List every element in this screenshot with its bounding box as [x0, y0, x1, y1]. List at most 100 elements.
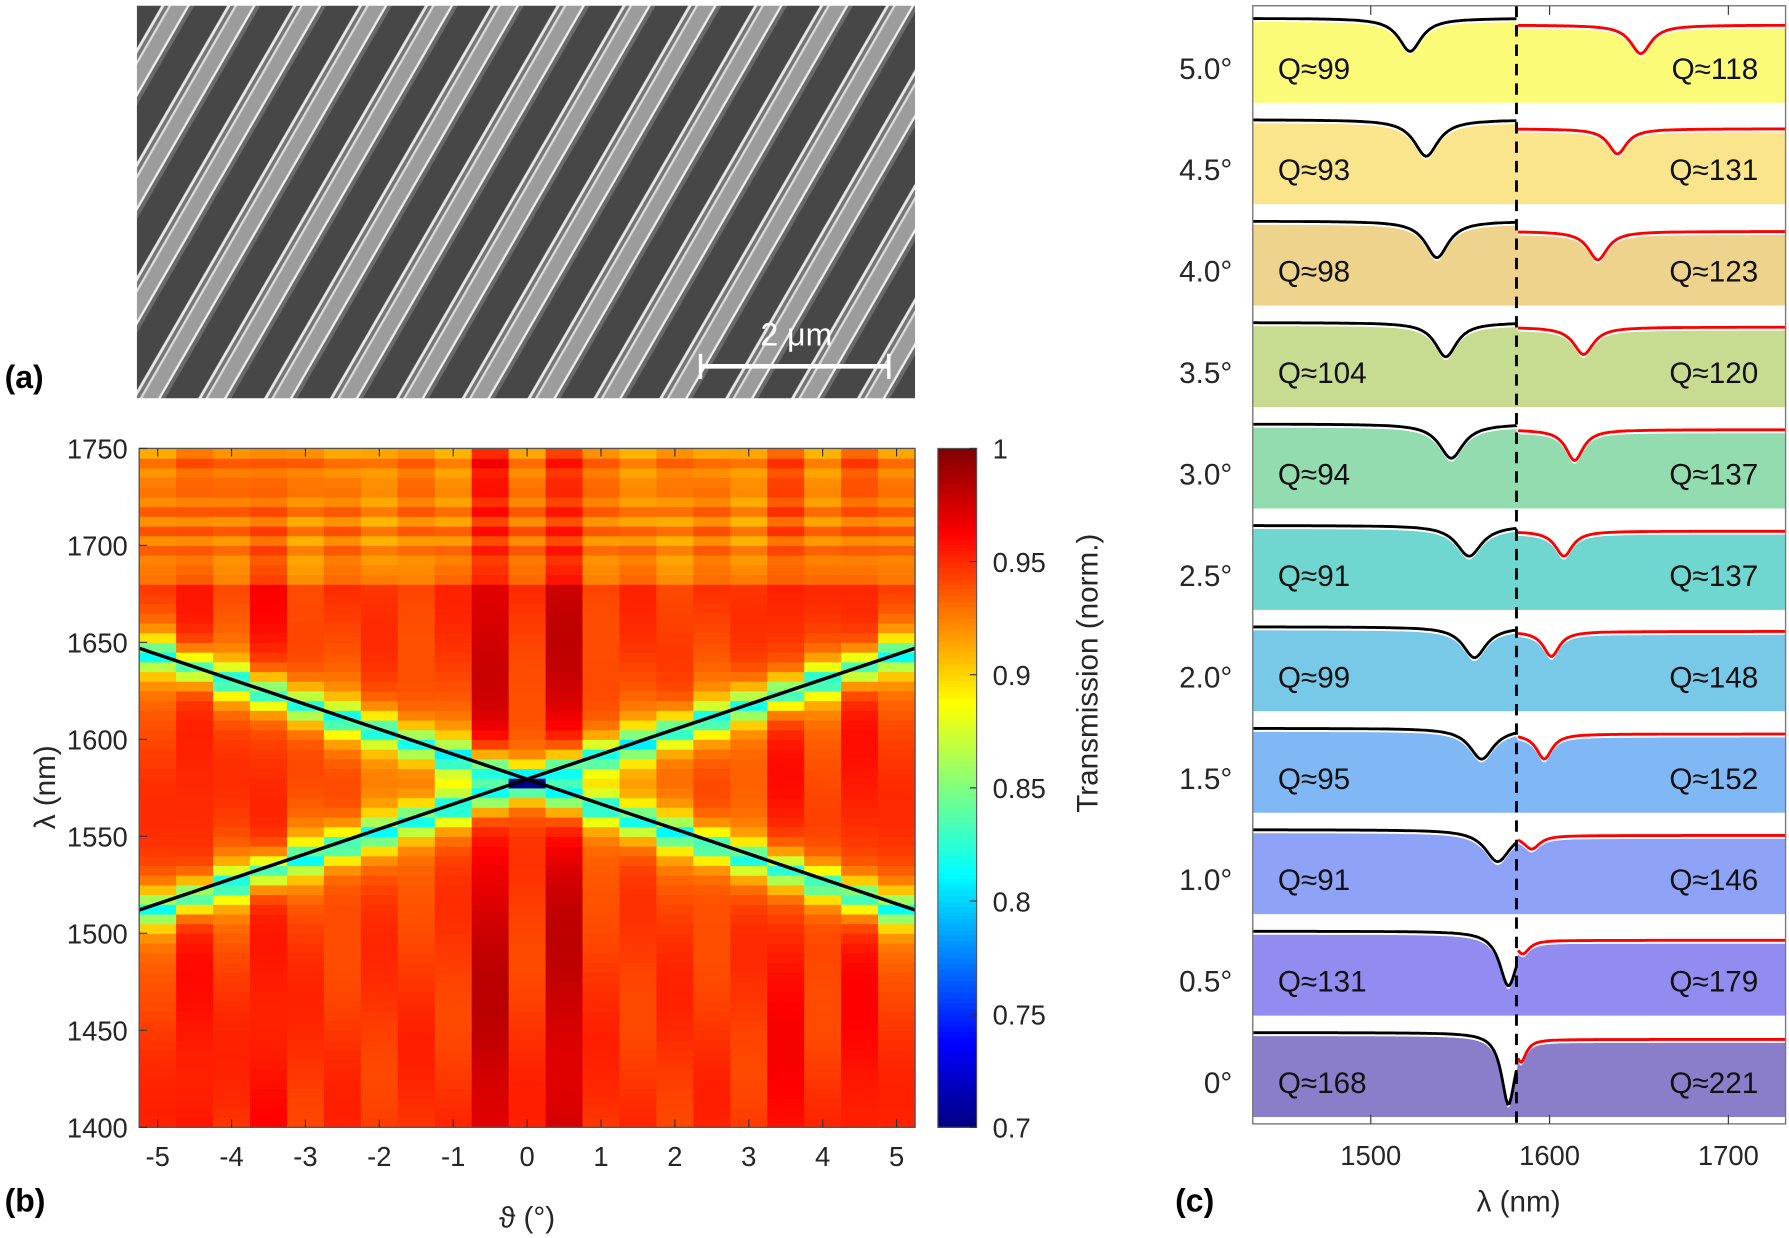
heatmap-cell	[767, 943, 805, 954]
heatmap-cell	[434, 719, 473, 731]
heatmap-cell	[286, 836, 325, 847]
heatmap-cell	[323, 826, 362, 837]
heatmap-cell	[878, 981, 916, 993]
heatmap-cell	[730, 506, 768, 517]
heatmap-cell	[767, 1001, 805, 1012]
heatmap-cell	[139, 1098, 177, 1109]
heatmap-cell	[767, 981, 805, 993]
heatmap-cell	[397, 1059, 436, 1070]
heatmap-cell	[693, 506, 731, 517]
heatmap-cell	[767, 516, 805, 527]
heatmap-cell	[730, 816, 768, 828]
heatmap-cell	[545, 1049, 584, 1060]
colorbar-segment	[937, 974, 977, 981]
heatmap-cell	[767, 555, 805, 566]
heatmap-cell	[471, 535, 510, 546]
heatmap-cell	[213, 1010, 251, 1022]
heatmap-cell	[286, 632, 325, 643]
heatmap-cell	[176, 652, 214, 663]
heatmap-cell	[250, 719, 288, 731]
colorbar-segment	[937, 1099, 977, 1106]
heatmap-cell	[323, 1059, 362, 1070]
heatmap-cell	[693, 894, 731, 905]
heatmap-cell	[286, 749, 325, 760]
heatmap-cell	[841, 836, 879, 847]
heatmap-cell	[323, 477, 362, 488]
colorbar-segment	[937, 708, 977, 716]
heatmap-cell	[730, 1078, 768, 1090]
heatmap-cell	[804, 1107, 842, 1119]
heatmap-cell	[804, 749, 842, 760]
heatmap-cell	[434, 826, 473, 837]
heatmap-cell	[360, 894, 399, 905]
colorbar-segment	[937, 674, 977, 682]
heatmap-cell	[471, 836, 510, 847]
heatmap-cell	[250, 545, 288, 556]
heatmap-cell	[508, 787, 547, 799]
heatmap-cell	[767, 875, 805, 886]
heatmap-cell	[582, 1098, 621, 1109]
heatmap-cell	[397, 768, 436, 779]
heatmap-cell	[619, 516, 657, 527]
heatmap-cell	[508, 535, 547, 546]
heatmap-cell	[286, 584, 325, 595]
heatmap-cell	[471, 943, 510, 954]
heatmap-cell	[656, 1059, 694, 1070]
heatmap-cell	[619, 952, 657, 963]
heatmap-cell	[582, 613, 621, 624]
heatmap-cell	[545, 1010, 584, 1022]
heatmap-cell	[545, 981, 584, 993]
heatmap-cell	[360, 816, 399, 828]
heatmap-cell	[804, 632, 842, 643]
heatmap-cell	[878, 700, 916, 711]
heatmap-cell	[767, 632, 805, 643]
heatmap-cell	[878, 758, 916, 770]
heatmap-cell	[582, 506, 621, 517]
heatmap-cell	[767, 574, 805, 585]
colorbar-segment	[937, 719, 977, 727]
heatmap-cell	[508, 758, 547, 770]
heatmap-cell	[176, 613, 214, 624]
heatmap-cell	[323, 904, 362, 915]
heatmap-cell	[582, 1030, 621, 1041]
heatmap-cell	[471, 952, 510, 963]
heatmap-cell	[139, 487, 177, 498]
heatmap-cell	[730, 584, 768, 595]
heatmap-cell	[656, 1098, 694, 1109]
heatmap-cell	[360, 943, 399, 954]
heatmap-cell	[545, 671, 584, 682]
heatmap-cell	[213, 661, 251, 673]
heatmap-cell	[397, 652, 436, 663]
heatmap-cell	[767, 1020, 805, 1031]
heatmap-cell	[804, 584, 842, 595]
q-right-label: Q≈148	[1669, 661, 1758, 694]
heatmap-cell	[323, 622, 362, 634]
heatmap-cell	[730, 535, 768, 546]
heatmap-cell	[804, 652, 842, 663]
heatmap-cell	[730, 739, 768, 750]
heatmap-cell	[471, 467, 510, 479]
heatmap-cell	[176, 458, 214, 469]
heatmap-cell	[878, 894, 916, 905]
heatmap-cell	[545, 584, 584, 595]
heatmap-cell	[767, 584, 805, 595]
heatmap-cell	[139, 622, 177, 634]
heatmap-cell	[841, 943, 879, 954]
heatmap-cell	[804, 661, 842, 673]
heatmap-cell	[250, 836, 288, 847]
colorbar-segment	[937, 606, 977, 614]
heatmap-cell	[619, 875, 657, 886]
heatmap-cell	[878, 1088, 916, 1099]
left-fit-curve	[1252, 1031, 1518, 1106]
heatmap-cell	[582, 1049, 621, 1060]
heatmap-cell	[139, 768, 177, 779]
heatmap-cell	[471, 613, 510, 624]
heatmap-cell	[471, 855, 510, 867]
heatmap-cell	[582, 875, 621, 886]
heatmap-cell	[767, 1107, 805, 1119]
heatmap-cell	[471, 700, 510, 711]
heatmap-cell	[508, 632, 547, 643]
angle-label: 4.0°	[1179, 256, 1232, 289]
heatmap-cell	[286, 884, 325, 896]
heatmap-cell	[286, 652, 325, 663]
